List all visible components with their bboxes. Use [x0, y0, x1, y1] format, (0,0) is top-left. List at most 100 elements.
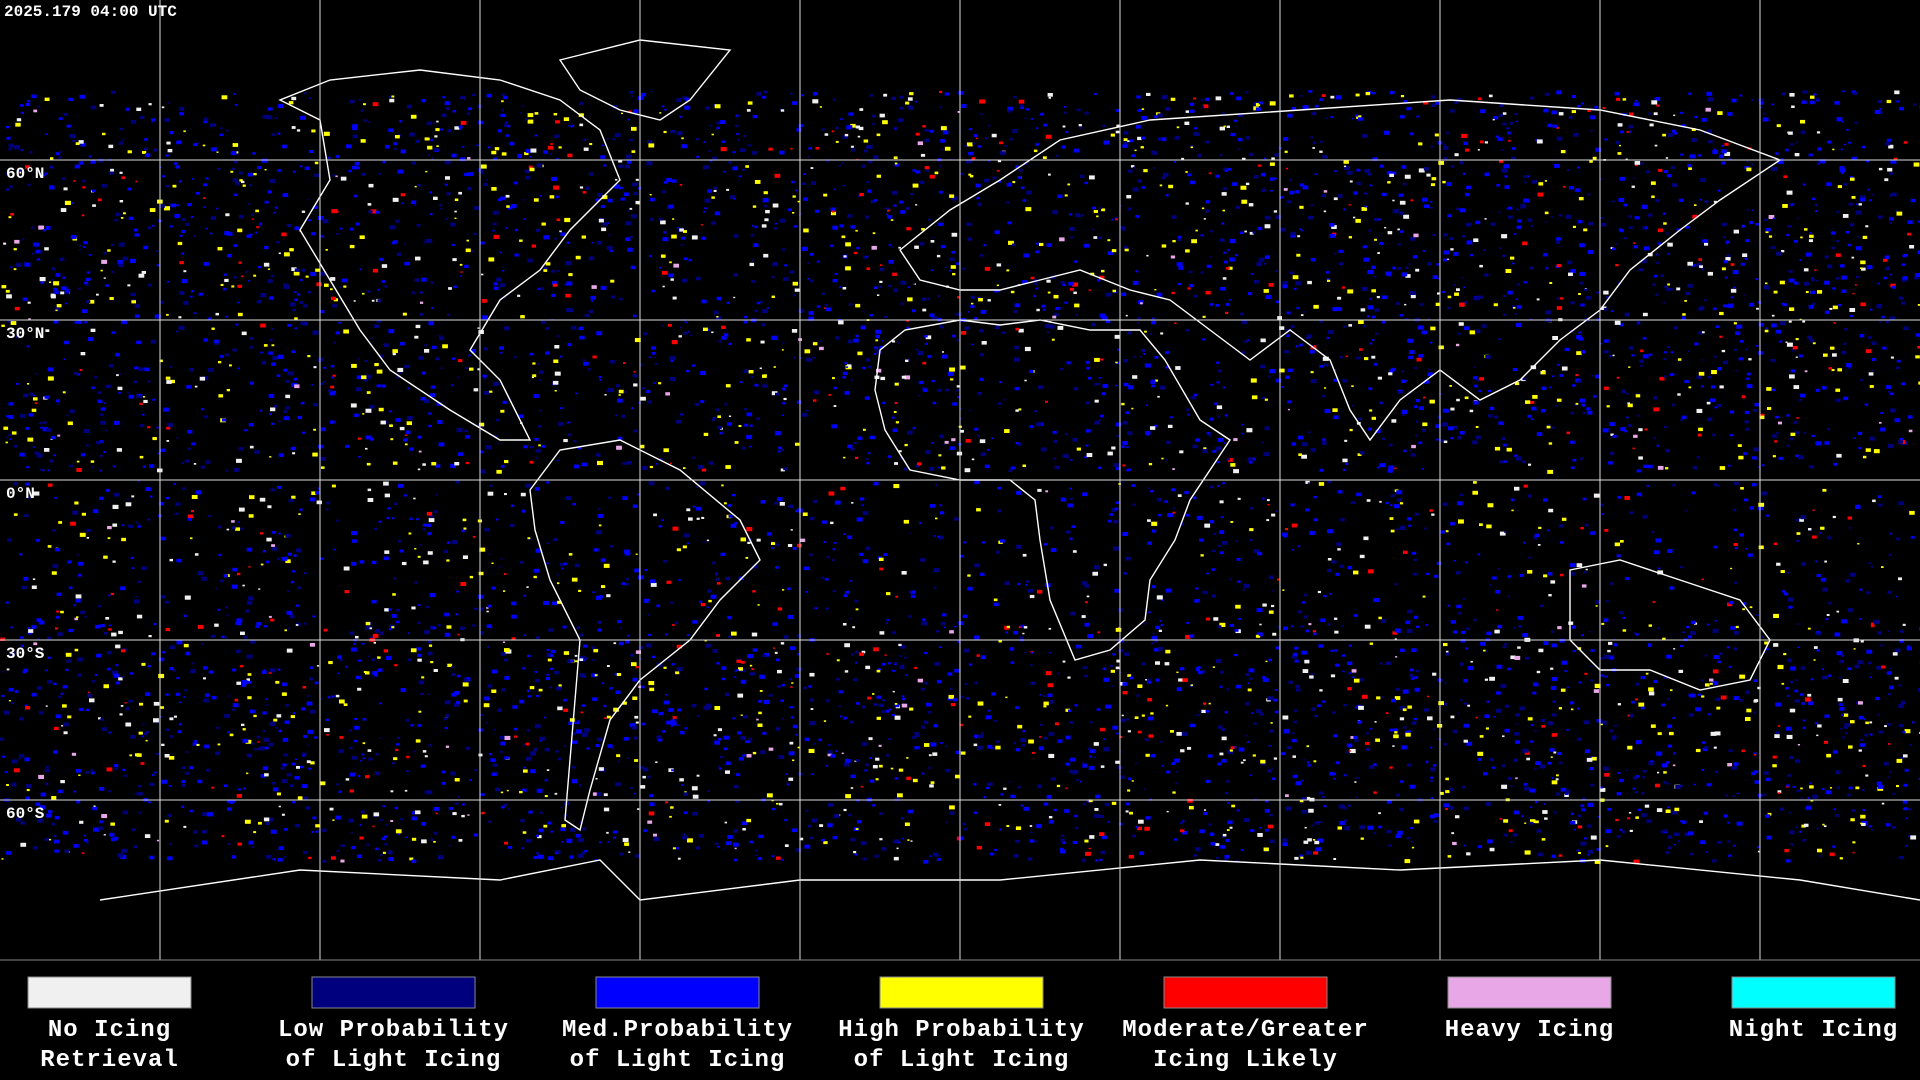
icing-pixel [1496, 183, 1501, 187]
icing-pixel [703, 165, 709, 170]
icing-pixel [543, 269, 548, 272]
icing-pixel [225, 129, 229, 132]
icing-pixel [1083, 243, 1090, 248]
icing-pixel [1659, 376, 1665, 381]
icing-pixel [718, 738, 722, 741]
icing-pixel [50, 157, 54, 160]
icing-pixel [1707, 417, 1713, 421]
icing-pixel [511, 614, 517, 619]
icing-pixel [1758, 502, 1765, 507]
icing-pixel [1226, 267, 1230, 270]
icing-pixel [483, 391, 489, 395]
icing-pixel [42, 427, 49, 432]
icing-pixel [1487, 503, 1494, 508]
icing-pixel [566, 308, 572, 312]
icing-pixel [1783, 592, 1789, 596]
icing-pixel [1326, 278, 1330, 280]
icing-pixel [1141, 186, 1145, 189]
icing-pixel [563, 439, 568, 443]
icing-pixel [96, 441, 101, 445]
icing-pixel [1081, 581, 1087, 585]
icing-pixel [276, 557, 280, 560]
icing-pixel [1553, 811, 1557, 814]
icing-pixel [1826, 536, 1831, 540]
icing-pixel [934, 171, 939, 175]
icing-pixel [828, 491, 835, 496]
icing-pixel [283, 284, 290, 289]
icing-pixel [58, 789, 63, 794]
icing-pixel [772, 203, 779, 208]
icing-pixel [301, 210, 306, 213]
icing-pixel [1264, 263, 1267, 265]
icing-pixel [1877, 282, 1880, 285]
icing-pixel [1776, 562, 1781, 566]
icing-pixel [314, 173, 320, 177]
icing-pixel [1269, 162, 1275, 166]
icing-pixel [1628, 424, 1633, 427]
icing-pixel [1824, 255, 1829, 259]
icing-pixel [1489, 584, 1492, 586]
icing-pixel [1589, 160, 1593, 163]
icing-pixel [1655, 253, 1659, 256]
icing-pixel [617, 398, 623, 403]
icing-pixel [460, 120, 467, 125]
icing-pixel [78, 140, 84, 144]
icing-pixel [332, 390, 336, 394]
icing-pixel [1082, 803, 1087, 806]
icing-pixel [1035, 242, 1039, 245]
icing-pixel [1723, 260, 1728, 264]
icing-pixel [556, 686, 562, 691]
icing-pixel [1109, 513, 1113, 516]
icing-pixel [824, 307, 827, 309]
icing-pixel [60, 208, 67, 212]
icing-pixel [802, 246, 808, 251]
icing-pixel [798, 124, 803, 128]
icing-pixel [761, 323, 766, 327]
icing-pixel [843, 255, 847, 258]
icing-pixel [377, 299, 382, 302]
icing-pixel [1438, 345, 1444, 350]
icing-pixel [818, 738, 822, 742]
icing-pixel [903, 519, 909, 524]
icing-pixel [683, 467, 686, 469]
icing-pixel [1878, 215, 1883, 219]
icing-pixel [821, 576, 825, 579]
icing-pixel [977, 701, 984, 706]
icing-pixel [1123, 131, 1129, 135]
icing-pixel [356, 375, 362, 380]
icing-pixel [607, 496, 611, 499]
icing-pixel [1060, 497, 1067, 502]
icing-pixel [477, 368, 481, 371]
icing-pixel [81, 512, 86, 516]
icing-pixel [1358, 117, 1363, 121]
icing-pixel [1582, 412, 1586, 415]
icing-pixel [728, 161, 732, 164]
icing-pixel [263, 344, 268, 347]
icing-pixel [1861, 145, 1866, 149]
icing-pixel [819, 340, 822, 342]
icing-pixel [478, 422, 485, 427]
icing-pixel [1379, 662, 1383, 665]
icing-pixel [1581, 102, 1584, 105]
icing-pixel [383, 556, 389, 561]
icing-pixel [1019, 104, 1024, 107]
icing-pixel [281, 556, 288, 561]
icing-pixel [313, 403, 318, 407]
icing-pixel [1132, 375, 1138, 379]
icing-pixel [741, 446, 746, 450]
icing-pixel [1701, 117, 1707, 122]
icing-pixel [1360, 308, 1366, 312]
icing-pixel [1374, 308, 1380, 312]
icing-pixel [1190, 395, 1197, 400]
icing-pixel [1595, 147, 1601, 152]
icing-pixel [1514, 454, 1518, 457]
icing-pixel [1688, 92, 1692, 95]
icing-pixel [223, 273, 227, 276]
icing-pixel [1852, 437, 1856, 439]
icing-pixel [99, 413, 104, 416]
icing-pixel [1151, 521, 1158, 526]
icing-pixel [715, 408, 720, 412]
icing-pixel [1655, 293, 1659, 296]
icing-pixel [28, 318, 31, 321]
icing-pixel [216, 151, 219, 153]
